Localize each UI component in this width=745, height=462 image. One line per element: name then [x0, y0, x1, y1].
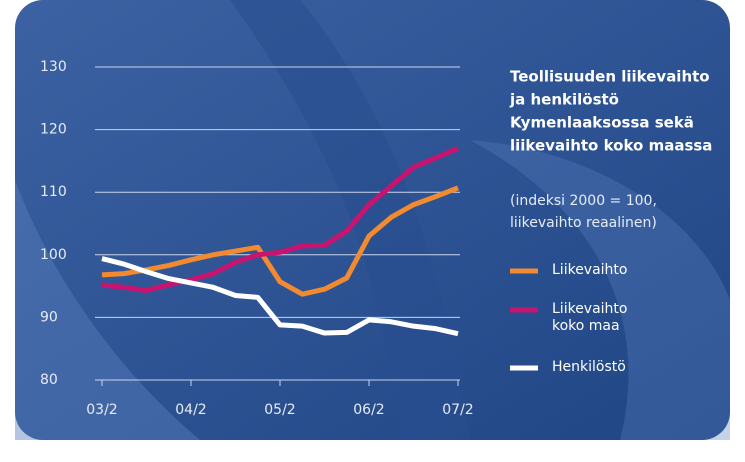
- chart-title: Teollisuuden liikevaihto: [510, 68, 710, 86]
- chart-subtitle: (indeksi 2000 = 100,: [510, 193, 657, 209]
- decor-swirl: [470, 140, 730, 440]
- x-tick-label: 03/2: [86, 402, 117, 418]
- y-tick-label: 130: [40, 59, 67, 75]
- decor-swirl: [15, 180, 200, 440]
- chart-subtitle: liikevaihto reaalinen): [510, 215, 657, 231]
- x-tick-label: 04/2: [175, 402, 206, 418]
- y-tick-label: 100: [40, 247, 67, 263]
- legend-label: Henkilöstö: [552, 359, 626, 375]
- y-tick-label: 120: [40, 122, 67, 138]
- y-tick-label: 90: [40, 309, 58, 325]
- series-line: [101, 185, 459, 297]
- series-line: [101, 146, 459, 293]
- x-tick-label: 06/2: [353, 402, 384, 418]
- chart-title: ja henkilöstö: [509, 91, 619, 109]
- x-tick-label: 07/2: [442, 402, 473, 418]
- legend-label: Liikevaihto: [552, 262, 628, 278]
- chart-title: liikevaihto koko maassa: [510, 137, 712, 155]
- y-tick-label: 110: [40, 184, 67, 200]
- x-tick-label: 05/2: [264, 402, 295, 418]
- y-tick-label: 80: [40, 372, 58, 388]
- series-line: [101, 256, 459, 337]
- chart-title: Kymenlaaksossa sekä: [510, 114, 694, 132]
- decor-swirl: [230, 0, 470, 440]
- legend-label: Liikevaihto koko maa: [552, 301, 628, 334]
